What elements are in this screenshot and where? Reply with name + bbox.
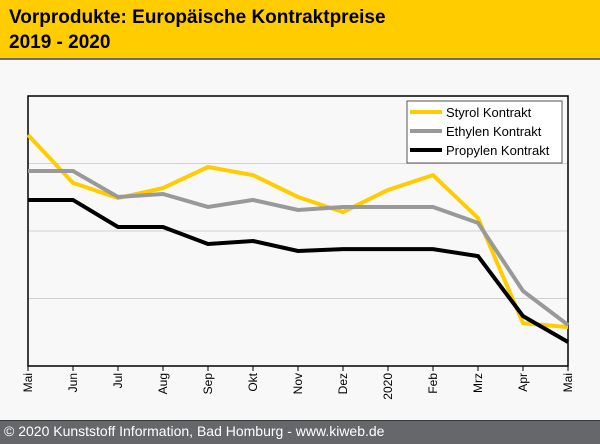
x-tick-label: Nov — [291, 373, 305, 394]
chart-subtitle: 2019 - 2020 — [9, 32, 111, 53]
x-tick-label: Okt — [246, 372, 260, 391]
chart-title: Vorprodukte: Europäische Kontraktpreise — [9, 7, 386, 28]
x-tick-label: 2020 — [381, 373, 395, 400]
x-tick-label: Mai — [21, 373, 35, 392]
x-tick-label: Aug — [156, 373, 170, 394]
legend-label: Ethylen Kontrakt — [446, 124, 542, 139]
legend: Styrol Kontrakt Ethylen Kontrakt Propylen … — [406, 100, 563, 164]
x-tick-label: Mrz — [471, 373, 485, 393]
x-tick-label: Jun — [66, 373, 80, 392]
series-line-ethylen-kontrakt — [28, 169, 570, 327]
line-chart: Mai Jun Jul Aug Sep Okt Nov Dez 2020 Feb Mrz Apr Mai… — [21, 95, 575, 400]
x-tick-label: Apr — [516, 373, 530, 392]
legend-label: Propylen Kontrakt — [446, 143, 550, 158]
copyright-text: © 2020 Kunststoff Information, Bad Hombu… — [4, 423, 385, 439]
x-tick-label: Mai — [561, 373, 575, 392]
x-axis-ticks: Mai Jun Jul Aug Sep Okt Nov Dez 2020 Feb Mrz Apr Mai — [21, 366, 575, 400]
legend-label: Styrol Kontrakt — [446, 105, 532, 120]
x-tick-label: Sep — [201, 373, 215, 395]
x-tick-label: Jul — [111, 373, 125, 388]
footer: © 2020 Kunststoff Information, Bad Hombu… — [0, 420, 600, 444]
series-lines — [26, 133, 570, 344]
gridlines — [28, 163, 568, 299]
x-tick-label: Feb — [426, 373, 440, 394]
chart-header: Vorprodukte: Europäische Kontraktpreise … — [0, 0, 600, 60]
series-line-propylen-kontrakt — [28, 197, 569, 344]
x-tick-label: Dez — [336, 373, 350, 394]
